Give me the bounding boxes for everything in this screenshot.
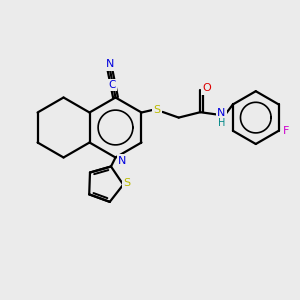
Text: F: F [283, 126, 289, 136]
Text: N: N [118, 155, 126, 166]
Text: N: N [217, 108, 226, 118]
Text: S: S [123, 178, 130, 188]
Text: O: O [202, 83, 211, 93]
Text: H: H [218, 118, 225, 128]
Text: S: S [154, 105, 160, 115]
Text: N: N [106, 59, 114, 70]
Text: C: C [108, 80, 116, 90]
